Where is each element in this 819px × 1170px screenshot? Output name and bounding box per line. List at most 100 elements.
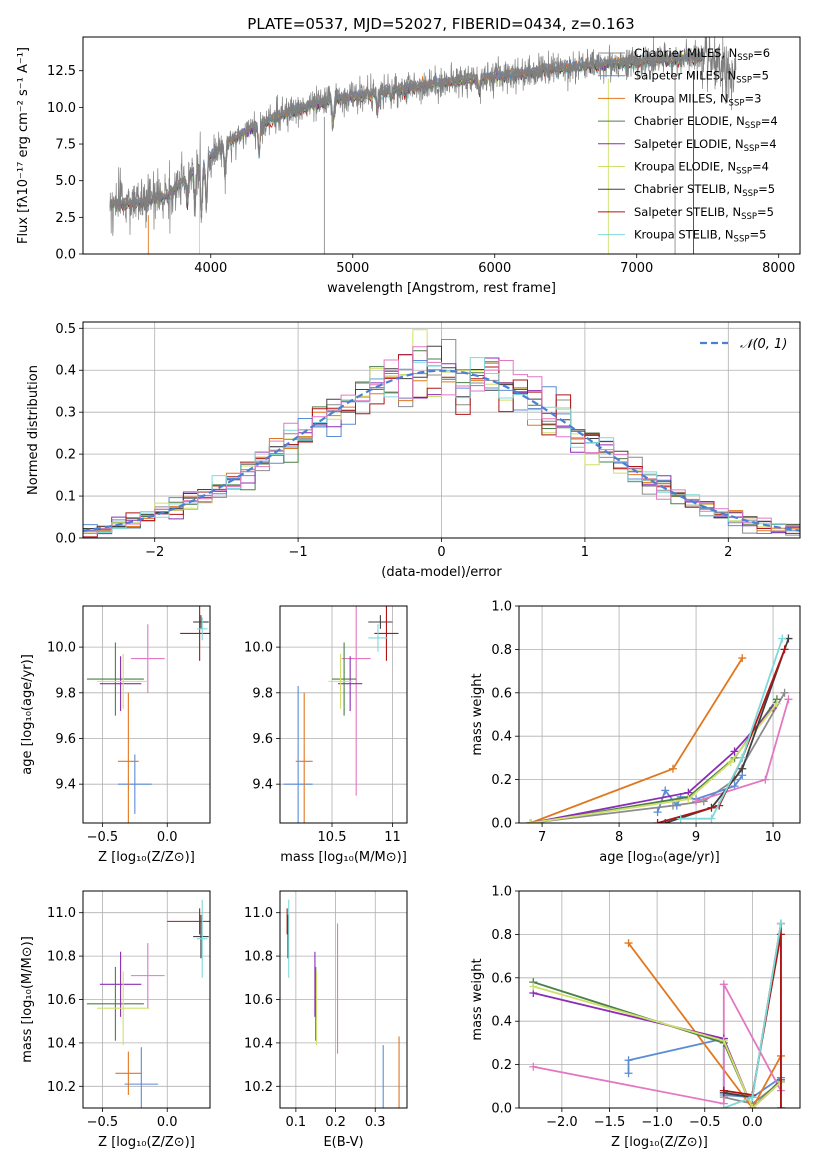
- panel-age_vs_mass: 10.5 11 9.4 9.6 9.8 10.0 mass [log₁₀(M/M⊙)]: [244, 605, 408, 865]
- y-tick-label: 10.6: [244, 993, 273, 1008]
- x-axis-label: (data-model)/error: [381, 565, 502, 580]
- normal-curve: [83, 369, 800, 532]
- y-tick-label: 0.3: [55, 406, 76, 421]
- series-marker: [624, 1069, 633, 1078]
- x-tick-label: 6000: [478, 261, 511, 276]
- series-marker: [780, 688, 789, 697]
- errorbar-salpeter-miles: [124, 1047, 159, 1108]
- x-tick-label: 0.1: [286, 1115, 307, 1130]
- series-marker: [653, 808, 662, 817]
- y-tick-label: 0.1: [55, 490, 76, 505]
- x-tick-label: −0.5: [689, 1115, 721, 1130]
- series-line: [530, 707, 774, 823]
- series-extra: [692, 695, 793, 806]
- x-tick-label: 4000: [194, 261, 227, 276]
- series-kroupa-miles: [526, 654, 747, 823]
- errorbar-salpeter-elodie: [99, 656, 142, 712]
- errorbar-kroupa-elodie: [97, 971, 150, 1046]
- series-marker: [624, 1056, 633, 1065]
- plot-area: [83, 329, 800, 538]
- errorbar-chabrier-stelib: [193, 914, 209, 959]
- y-tick-label: 10.2: [244, 1080, 273, 1095]
- y-tick-label: 0.2: [491, 773, 512, 788]
- errorbar-salpeter-stelib: [167, 908, 210, 935]
- series-line: [530, 657, 744, 823]
- x-tick-label: 2: [724, 545, 732, 560]
- y-axis-label: mass weight: [470, 673, 485, 755]
- x-tick-label: 7000: [620, 261, 653, 276]
- series-salpeter-miles: [653, 771, 747, 817]
- series-marker: [730, 747, 739, 756]
- y-axis-label: mass [log₁₀(M/M⊙)]: [20, 936, 35, 1063]
- axes-frame: [82, 321, 801, 539]
- legend-entry-salpeter-stelib: Salpeter STELIB, NSSP=5: [634, 205, 774, 222]
- legend-entry-kroupa-miles: Kroupa MILES, NSSP=3: [634, 91, 761, 108]
- axes-frame: [82, 890, 211, 1109]
- legend-entry-salpeter-elodie: Salpeter ELODIE, NSSP=4: [634, 137, 777, 154]
- errorbar-chabrier-stelib: [368, 615, 393, 629]
- y-tick-label: 0.2: [491, 1058, 512, 1073]
- series-line: [695, 699, 790, 803]
- legend-entry-normal: 𝒩(0, 1): [740, 337, 787, 352]
- y-tick-label: 11.0: [244, 906, 273, 921]
- series-line: [665, 638, 790, 823]
- series-marker: [692, 797, 701, 806]
- y-tick-label: 9.8: [252, 686, 273, 701]
- figure-title: PLATE=0537, MJD=52027, FIBERID=0434, z=0…: [247, 15, 634, 33]
- y-tick-label: 10.4: [47, 1036, 76, 1051]
- y-tick-label: 10.0: [244, 641, 273, 656]
- x-axis-label: age [log₁₀(age/yr)]: [599, 850, 720, 865]
- series-marker: [653, 819, 662, 823]
- y-tick-label: 0.6: [491, 971, 512, 986]
- y-tick-label: 0.6: [491, 686, 512, 701]
- legend-entry-chabrier-elodie: Chabrier ELODIE, NSSP=4: [634, 114, 778, 131]
- x-axis-label: mass [log₁₀(M/M⊙)]: [280, 850, 407, 865]
- legend-entry-kroupa-elodie: Kroupa ELODIE, NSSP=4: [634, 160, 769, 177]
- observed-spectrum: [109, 37, 737, 236]
- y-tick-label: 2.5: [55, 211, 76, 226]
- y-tick-label: 0.0: [491, 817, 512, 832]
- errorbar-kroupa-miles: [115, 1051, 142, 1095]
- y-tick-label: 12.5: [47, 64, 76, 79]
- errorbar-kroupa-stelib: [368, 624, 388, 652]
- x-tick-label: 0.0: [157, 830, 178, 845]
- y-tick-label: 0.2: [55, 448, 76, 463]
- legend-entry-salpeter-miles: Salpeter MILES, NSSP=5: [634, 69, 769, 86]
- errorbar-salpeter-miles: [117, 754, 152, 814]
- x-tick-label: −1.5: [594, 1115, 626, 1130]
- series-marker: [726, 758, 735, 767]
- plot-area: [526, 634, 793, 823]
- y-tick-label: 7.5: [55, 138, 76, 153]
- series-marker: [738, 764, 747, 773]
- y-axis-label: mass weight: [470, 958, 485, 1040]
- plot-area: [286, 899, 400, 1108]
- series-marker: [684, 795, 693, 804]
- errorbar-chabrier-stelib: [193, 615, 209, 629]
- x-tick-label: −2.0: [546, 1115, 578, 1130]
- errorbar-chabrier-elodie: [332, 642, 357, 716]
- panel-spectrum: 4000 5000 6000 7000 8000 0.0 2.5 5.0 7.5 10.0 12.5…: [16, 36, 801, 296]
- x-tick-label: 0.0: [742, 1115, 763, 1130]
- x-tick-label: −1: [289, 545, 308, 560]
- errorbar-salpeter-stelib: [180, 606, 210, 661]
- series-marker: [761, 775, 770, 784]
- plot-area: [283, 606, 399, 823]
- y-tick-label: 1.0: [491, 600, 512, 615]
- series-marker: [748, 1093, 757, 1102]
- series-chabrier-miles: [526, 688, 789, 823]
- x-tick-label: 0.3: [365, 1115, 386, 1130]
- series-marker: [776, 919, 785, 928]
- errorbar-kroupa-miles: [295, 692, 313, 823]
- panel-mass_vs_EBV: 0.1 0.2 0.3 10.2 10.4 10.6 10.8 11.0 E(B-V): [244, 890, 408, 1150]
- axes-frame: [82, 36, 801, 255]
- y-tick-label: 10.4: [244, 1036, 273, 1051]
- errorbar-kroupa-elodie: [328, 653, 353, 709]
- series-marker: [529, 1062, 538, 1071]
- y-tick-label: 9.6: [252, 732, 273, 747]
- x-tick-label: −0.5: [87, 1115, 119, 1130]
- plot-area: [86, 899, 210, 1108]
- series-marker: [748, 1104, 757, 1108]
- series-marker: [738, 753, 747, 762]
- y-tick-label: 10.2: [47, 1080, 76, 1095]
- y-tick-label: 0.0: [55, 248, 76, 263]
